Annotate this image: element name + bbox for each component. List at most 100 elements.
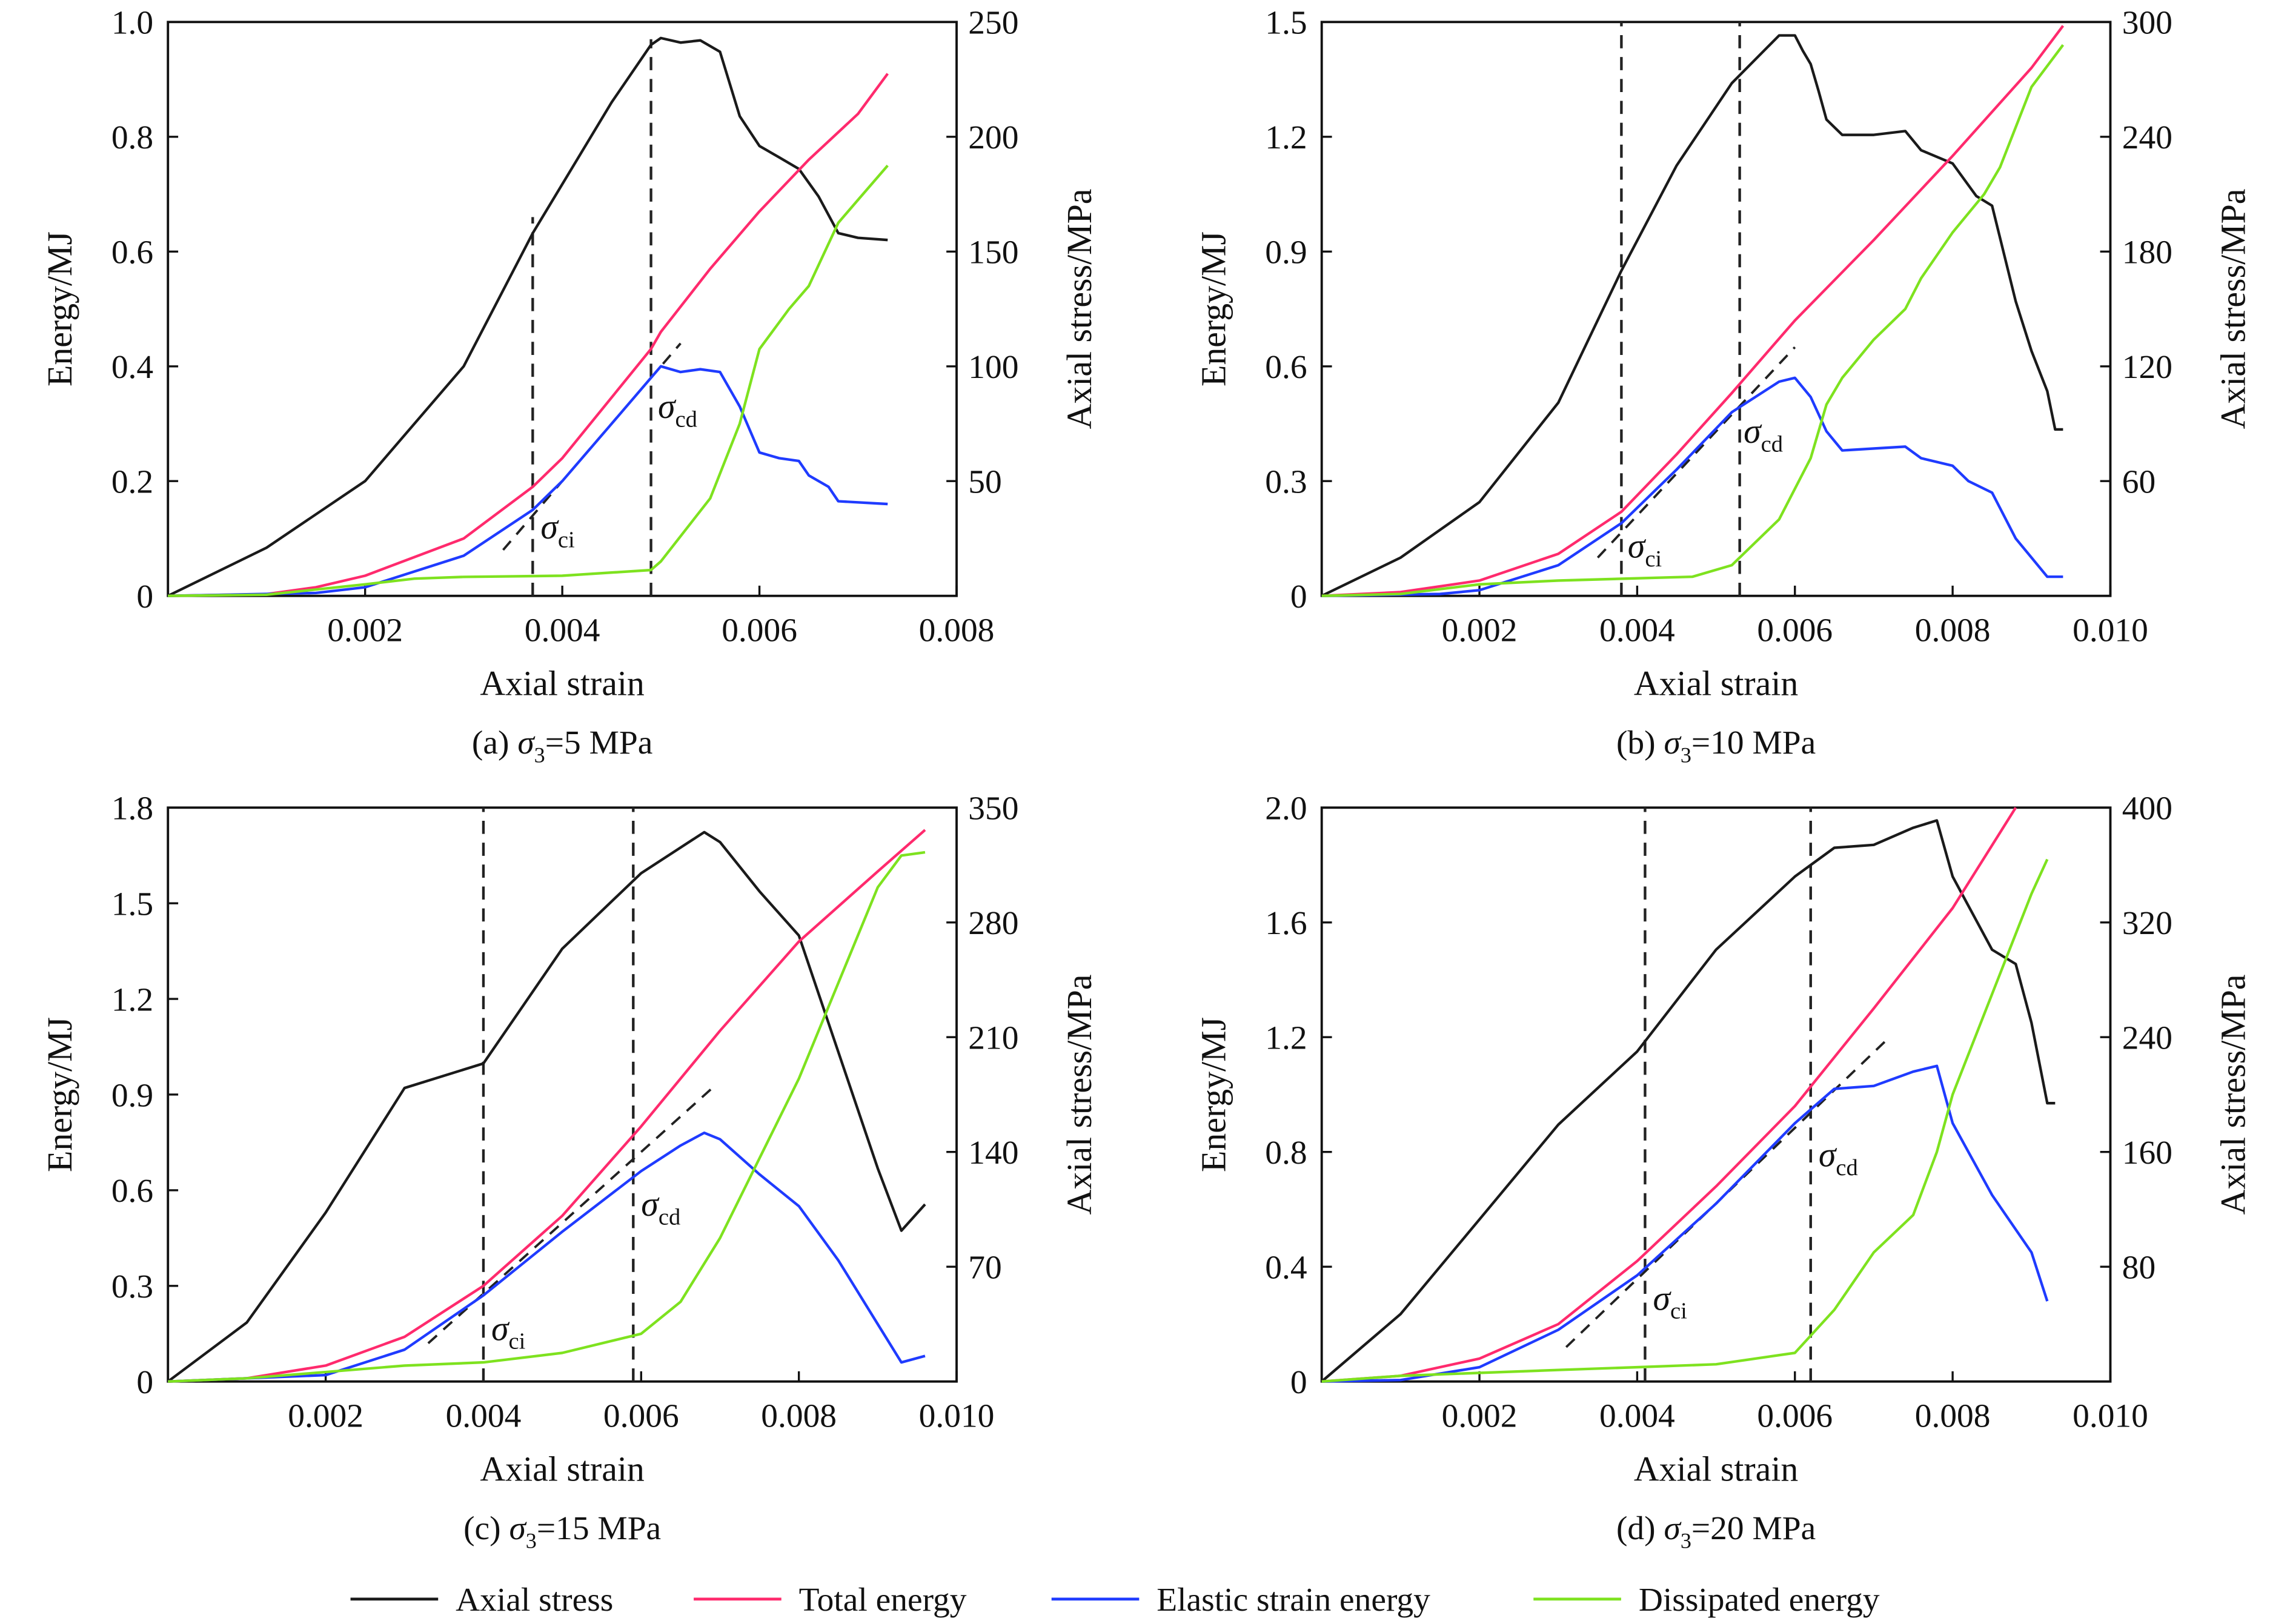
charts: 0.002 0.004 0.006 0.008 0 0.2 0.4 0.6 0.8 1.0 50 10… [40, 4, 2252, 1553]
annotation-ci: σci [491, 1308, 525, 1354]
x-tick-label: 0.002 [327, 611, 403, 648]
y2-tick-label: 240 [2122, 1019, 2172, 1056]
caption-value: =5 MPa [545, 724, 653, 761]
x-tick-label: 0.004 [1599, 1397, 1675, 1434]
y-tick-label: 0.4 [1265, 1248, 1307, 1285]
annotation-symbol: σ [491, 1308, 510, 1348]
panel-caption: (c) σ3=15 MPa [463, 1510, 661, 1553]
annotation-symbol: σ [658, 386, 677, 426]
legend-item: Total energy [694, 1581, 967, 1618]
caption-value: =10 MPa [1691, 724, 1816, 761]
y2-axis-label: Axial stress/MPa [2213, 189, 2252, 429]
plot-frame [167, 21, 958, 597]
caption-label: (c) [463, 1510, 509, 1546]
y-tick-label: 0.8 [111, 119, 153, 156]
caption-subscript: 3 [1681, 1529, 1691, 1553]
x-tick-label: 0.010 [919, 1397, 995, 1434]
y2-tick-label: 100 [968, 348, 1018, 385]
x-tick-label: 0.010 [2073, 611, 2148, 648]
x-axis-label: Axial strain [1634, 664, 1799, 703]
y-tick-label: 0.6 [1265, 348, 1307, 385]
annotation-symbol: σ [540, 507, 559, 546]
x-tick-label: 0.004 [446, 1397, 522, 1434]
chart-panel-c: 0.002 0.004 0.006 0.008 0.010 0 0.3 0.6 0.9 1.2 1.… [40, 790, 1099, 1553]
caption-label: (a) [472, 724, 517, 761]
chart-panel-a: 0.002 0.004 0.006 0.008 0 0.2 0.4 0.6 0.8 1.0 50 10… [40, 4, 1099, 767]
annotation-ci: σci [1628, 526, 1662, 572]
annotation-ci: σci [1653, 1278, 1687, 1324]
chart-panel-d: 0.002 0.004 0.006 0.008 0.010 0 0.4 0.8 1.2 1.6 2.… [1194, 790, 2253, 1553]
x-tick-label: 0.004 [525, 611, 600, 648]
caption-subscript: 3 [526, 1529, 537, 1553]
y2-tick-label: 140 [968, 1134, 1018, 1171]
series-total-energy [1321, 25, 2065, 597]
annotation-symbol: σ [641, 1184, 660, 1224]
caption-label: (b) [1616, 724, 1664, 761]
y2-axis-label: Axial stress/MPa [1060, 975, 1099, 1215]
y2-tick-label: 400 [2122, 790, 2172, 827]
annotation-subscript: ci [1645, 546, 1662, 572]
series-elastic-strain-energy [1321, 1064, 2049, 1383]
y2-tick-label: 120 [2122, 348, 2172, 385]
series-dissipated-energy [168, 850, 926, 1383]
y-tick-label: 0.3 [111, 1268, 153, 1305]
series-axial-stress [167, 830, 926, 1383]
series-elastic-strain-energy [1321, 376, 2063, 597]
panel-caption: (a) σ3=5 MPa [472, 724, 652, 767]
caption-subscript: 3 [1681, 743, 1691, 767]
y-tick-label: 0 [1290, 578, 1307, 615]
annotation-symbol: σ [1744, 411, 1762, 451]
caption-symbol: σ [509, 1510, 527, 1546]
y2-axis-label: Axial stress/MPa [1060, 189, 1099, 429]
annotation-symbol: σ [1819, 1135, 1837, 1174]
y2-tick-label: 250 [968, 4, 1018, 41]
series-total-energy [168, 73, 889, 597]
y2-tick-label: 80 [2122, 1248, 2156, 1285]
y2-tick-label: 300 [2122, 4, 2172, 41]
y2-tick-label: 60 [2122, 463, 2156, 500]
x-tick-label: 0.008 [919, 611, 995, 648]
caption-label: (d) [1616, 1510, 1664, 1546]
annotation-subscript: cd [675, 406, 697, 432]
series-elastic-strain-energy [168, 365, 888, 597]
y-tick-label: 0.9 [1265, 234, 1307, 271]
caption-value: =15 MPa [537, 1510, 661, 1546]
series-dissipated-energy [1321, 858, 2049, 1383]
y2-tick-label: 150 [968, 234, 1018, 271]
annotation-subscript: cd [1836, 1155, 1857, 1181]
x-tick-label: 0.008 [1915, 1397, 1991, 1434]
caption-value: =20 MPa [1691, 1510, 1816, 1546]
y-tick-label: 1.2 [111, 981, 153, 1018]
legend-item: Axial stress [350, 1581, 613, 1618]
y-tick-label: 0.6 [111, 1172, 153, 1209]
y-axis-label: Energy/MJ [1194, 231, 1233, 386]
x-tick-label: 0.010 [2073, 1397, 2148, 1434]
y-axis-label: Energy/MJ [40, 231, 79, 386]
y2-tick-label: 210 [968, 1019, 1018, 1056]
x-tick-label: 0.002 [1442, 611, 1518, 648]
x-tick-label: 0.006 [1757, 1397, 1833, 1434]
y-tick-label: 0 [136, 578, 153, 615]
y-tick-label: 0.4 [111, 348, 153, 385]
x-axis-label: Axial strain [1634, 1450, 1799, 1489]
y2-tick-label: 320 [2122, 904, 2172, 941]
y-tick-label: 1.5 [1265, 4, 1307, 41]
plot-frame [1320, 806, 2112, 1383]
x-tick-label: 0.006 [603, 1397, 679, 1434]
y-tick-label: 0 [1290, 1364, 1307, 1400]
y-tick-label: 0.3 [1265, 463, 1307, 500]
legend-label: Elastic strain energy [1157, 1581, 1430, 1618]
annotation-subscript: ci [558, 527, 575, 552]
y2-tick-label: 160 [2122, 1134, 2172, 1171]
legend: Axial stress Total energy Elastic strain e… [350, 1581, 1880, 1618]
series-axial-stress [167, 36, 888, 597]
annotation-symbol: σ [1628, 526, 1647, 566]
x-tick-label: 0.002 [288, 1397, 363, 1434]
y2-tick-label: 70 [968, 1248, 1001, 1285]
x-tick-label: 0.006 [1757, 611, 1833, 648]
legend-item: Elastic strain energy [1051, 1581, 1430, 1618]
legend-label: Axial stress [456, 1581, 613, 1618]
chart-panel-b: 0.002 0.004 0.006 0.008 0.010 0 0.3 0.6 0.9 1.2 1.… [1194, 4, 2253, 767]
y2-tick-label: 50 [968, 463, 1001, 500]
